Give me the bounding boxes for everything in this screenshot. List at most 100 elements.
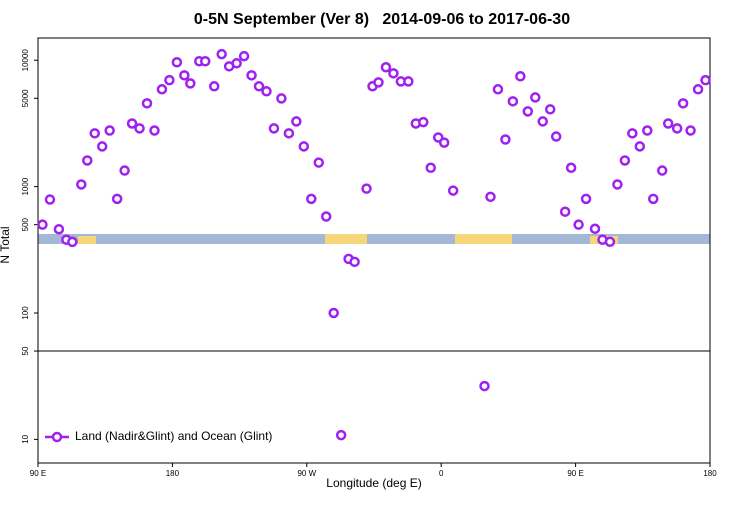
- point: [149, 125, 160, 136]
- y-tick-label: 1000: [21, 177, 30, 195]
- point: [291, 116, 302, 127]
- x-tick-label: 0: [439, 469, 444, 478]
- point: [179, 70, 190, 81]
- point: [619, 155, 631, 166]
- y-tick-label: 100: [21, 306, 30, 320]
- point: [604, 236, 616, 248]
- point: [268, 123, 280, 134]
- point: [238, 50, 250, 62]
- point: [171, 57, 183, 68]
- point: [208, 81, 220, 92]
- y-axis-label: N Total: [0, 226, 12, 263]
- point: [53, 223, 65, 235]
- point: [438, 137, 450, 148]
- point: [425, 162, 436, 174]
- point: [276, 93, 287, 104]
- point: [507, 96, 519, 107]
- point: [642, 125, 653, 136]
- point: [373, 77, 384, 88]
- point: [656, 165, 668, 176]
- point: [313, 157, 324, 168]
- point: [580, 193, 592, 205]
- y-tick-label: 500: [21, 217, 30, 231]
- point: [515, 71, 526, 82]
- y-tick-label: 10000: [21, 49, 30, 72]
- point: [418, 116, 429, 128]
- point: [648, 193, 659, 205]
- legend-label: Land (Nadir&Glint) and Ocean (Glint): [75, 429, 272, 443]
- point: [677, 98, 689, 109]
- point: [328, 307, 339, 319]
- point: [76, 179, 87, 190]
- y-tick-label: 10: [21, 434, 30, 443]
- point: [692, 84, 704, 95]
- point: [185, 78, 196, 89]
- point: [96, 141, 108, 152]
- point: [141, 98, 153, 109]
- x-tick-label: 180: [703, 469, 717, 478]
- point: [253, 81, 265, 92]
- x-axis-label: Longitude (deg E): [326, 476, 421, 490]
- y-tick-label: 50: [21, 346, 30, 355]
- point: [111, 193, 123, 205]
- x-tick-label: 90 W: [297, 469, 316, 478]
- land-band: [455, 234, 512, 244]
- point: [479, 380, 490, 392]
- point: [283, 128, 295, 139]
- point: [559, 206, 571, 217]
- point: [573, 219, 584, 230]
- point: [261, 86, 272, 97]
- point: [634, 141, 646, 152]
- point: [104, 125, 115, 136]
- point: [380, 62, 392, 73]
- x-tick-label: 180: [166, 469, 180, 478]
- point: [447, 185, 459, 196]
- point: [700, 74, 711, 86]
- land-band: [325, 234, 367, 244]
- point: [671, 123, 683, 134]
- point: [544, 104, 556, 115]
- point: [612, 179, 623, 190]
- x-tick-label: 90 E: [30, 469, 46, 478]
- point: [82, 155, 93, 166]
- point: [200, 55, 211, 67]
- point: [361, 183, 372, 194]
- point: [627, 128, 638, 139]
- point: [537, 116, 548, 127]
- chart-title: 0-5N September (Ver 8) 2014-09-06 to 201…: [194, 11, 570, 28]
- point: [67, 236, 78, 248]
- point: [320, 211, 332, 222]
- point: [685, 125, 696, 136]
- point: [306, 193, 317, 205]
- land-band: [78, 236, 96, 244]
- point: [662, 118, 674, 129]
- y-tick-label: 5000: [21, 89, 30, 107]
- point: [156, 84, 168, 95]
- point: [550, 131, 562, 142]
- point: [119, 165, 130, 176]
- point: [522, 106, 534, 117]
- plot-frame: [37, 37, 711, 464]
- point: [134, 123, 145, 134]
- point: [44, 194, 56, 205]
- point: [37, 219, 48, 230]
- point: [388, 68, 399, 79]
- point: [298, 141, 310, 152]
- x-tick-label: 90 E: [567, 469, 583, 478]
- point: [492, 84, 504, 95]
- point: [246, 70, 257, 81]
- point: [403, 76, 414, 87]
- point: [485, 191, 496, 203]
- point: [335, 429, 347, 441]
- point: [89, 128, 100, 139]
- legend-marker: [51, 431, 63, 443]
- ocean-band: [38, 234, 710, 244]
- point: [349, 256, 360, 268]
- point: [126, 118, 138, 129]
- point: [530, 92, 541, 103]
- point: [231, 58, 242, 69]
- point: [164, 74, 175, 86]
- point: [565, 162, 577, 174]
- point: [589, 223, 601, 235]
